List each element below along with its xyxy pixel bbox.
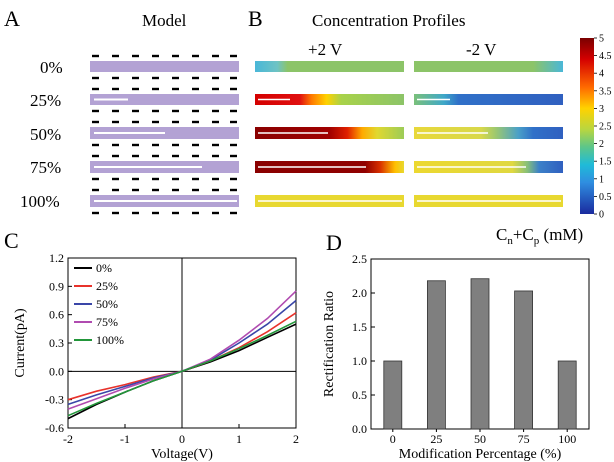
- panel-b-title: Concentration Profiles: [312, 11, 465, 30]
- panel-c-letter: C: [4, 228, 19, 253]
- bar-x-tick-label: 50: [474, 432, 486, 446]
- bar-100: [557, 360, 577, 430]
- iv-x-axis-label: Voltage(V): [151, 447, 213, 462]
- profile-minus-100: [414, 195, 563, 207]
- bar-y-tick-label: 1.5: [352, 320, 367, 334]
- colorbar-label: Cn+Cp (mM): [496, 225, 583, 247]
- bar-x-tick-label: 0: [390, 432, 396, 446]
- iv-legend-label: 0%: [96, 261, 112, 275]
- colorbar-tick-label: 2.5: [599, 122, 612, 133]
- profile-plus-50: [255, 127, 404, 139]
- panel-b-letter: B: [248, 6, 263, 31]
- panel-a-title: Model: [142, 11, 187, 30]
- iv-y-tick-label: 1.2: [49, 251, 64, 265]
- iv-x-tick-label: 0: [179, 432, 185, 446]
- bar-y-tick-label: 0.5: [352, 388, 367, 402]
- colorbar-ticks: 5 4.5 4 3.5 3 2.5 2 1.5 1 0.5 0: [594, 34, 612, 221]
- colorbar-tick-label: 4: [599, 69, 604, 80]
- model-row-25: [90, 87, 239, 113]
- profile-minus-50: [414, 127, 563, 139]
- bar-75: [514, 290, 533, 430]
- model-row-0: [90, 54, 239, 80]
- profile-minus-0: [414, 61, 563, 72]
- bar-y-tick-label: 2.5: [352, 252, 367, 266]
- profile-plus-0: [255, 61, 404, 72]
- colorbar-tick-label: 0.5: [599, 192, 612, 203]
- iv-legend-label: 100%: [96, 333, 124, 347]
- bar-y-tick-label: 0.0: [352, 422, 367, 436]
- row-label-50: 50%: [30, 125, 61, 144]
- colorbar-tick-label: 0: [599, 210, 604, 221]
- bar-x-tick-label: 100: [558, 432, 576, 446]
- iv-y-tick-label: 0.9: [49, 279, 64, 293]
- iv-series-line-100pct: [67, 320, 297, 417]
- iv-y-tick-label: 0.3: [49, 336, 64, 350]
- bar-x-axis-label: Modification Percentage (%): [399, 447, 562, 462]
- iv-y-tick-label: 0.6: [49, 308, 64, 322]
- panel-a-letter: A: [4, 6, 20, 31]
- bar-0: [383, 360, 403, 430]
- iv-y-axis-label: Current(pA): [13, 308, 28, 378]
- colorbar-tick-label: 1.5: [599, 157, 612, 168]
- colorbar-tick-label: 2: [599, 139, 604, 150]
- panel-b-minus-label: -2 V: [466, 40, 497, 59]
- bar-25: [426, 280, 446, 430]
- profile-plus-25: [255, 94, 404, 105]
- bar-y-axis-label: Rectification Ratio: [322, 291, 337, 397]
- panel-b-plus-label: +2 V: [308, 40, 343, 59]
- colorbar-tick-label: 1: [599, 174, 604, 185]
- model-row-75: [90, 154, 239, 181]
- row-label-100: 100%: [20, 192, 60, 211]
- iv-y-tick-label: -0.6: [45, 421, 64, 435]
- row-label-75: 75%: [30, 158, 61, 177]
- bar-x-tick-label: 25: [430, 432, 442, 446]
- model-row-50: [90, 120, 239, 147]
- colorbar-tick-label: 3.5: [599, 86, 612, 97]
- iv-legend-label: 75%: [96, 315, 118, 329]
- iv-x-tick-label: 1: [236, 432, 242, 446]
- iv-y-tick-label: -0.3: [45, 393, 64, 407]
- row-label-25: 25%: [30, 91, 61, 110]
- iv-legend-label: 25%: [96, 279, 118, 293]
- profile-plus-100: [255, 195, 404, 207]
- bar-y-tick-label: 2.0: [352, 286, 367, 300]
- bar-y-tick-label: 1.0: [352, 354, 367, 368]
- bar-50: [470, 278, 490, 430]
- rectification-bar-chart: 0 25 50 75 100 0.0 0.5 1.0 1.5 2.0 2.5 Modification…: [322, 252, 590, 462]
- iv-x-tick-label: -1: [120, 432, 130, 446]
- colorbar-tick-label: 5: [599, 34, 604, 45]
- iv-chart: -2 -1 0 1 2 -0.6 -0.3 0.0 0.3 0.6 0.9 1.2 Voltage(V)…: [13, 251, 299, 462]
- bar-x-tick-label: 75: [518, 432, 530, 446]
- model-row-100: [90, 188, 239, 215]
- iv-legend-label: 50%: [96, 297, 118, 311]
- colorbar-tick-label: 3: [599, 104, 604, 115]
- colorbar: [580, 38, 594, 214]
- profile-plus-75: [255, 161, 404, 173]
- iv-x-tick-label: 2: [293, 432, 299, 446]
- profile-minus-25: [414, 94, 563, 105]
- colorbar-tick-label: 4.5: [599, 51, 612, 62]
- profile-minus-75: [414, 161, 563, 173]
- panel-d-letter: D: [326, 230, 342, 255]
- iv-x-tick-label: -2: [63, 432, 73, 446]
- iv-y-tick-label: 0.0: [49, 364, 64, 378]
- row-label-0: 0%: [40, 58, 63, 77]
